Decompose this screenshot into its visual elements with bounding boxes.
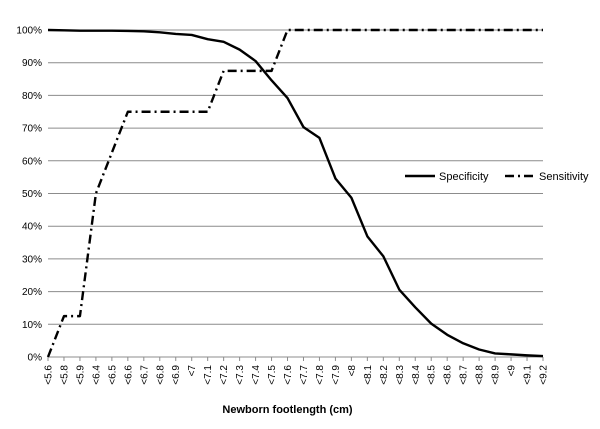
x-tick-label: <6.6 xyxy=(123,365,134,385)
x-tick-label: <8.8 xyxy=(475,365,486,385)
series-line-sensitivity xyxy=(46,28,543,358)
y-tick-label: 30% xyxy=(22,254,42,265)
x-tick-label: <8.6 xyxy=(443,365,454,385)
x-tick-label: <7.1 xyxy=(203,365,214,385)
x-tick-label: <6.5 xyxy=(107,365,118,385)
y-tick-label: 80% xyxy=(22,91,42,102)
x-tick-label: <8.5 xyxy=(427,365,438,385)
legend-entry: Specificity xyxy=(439,171,489,183)
x-tick-label: <9 xyxy=(507,365,518,377)
y-tick-label: 50% xyxy=(22,189,42,200)
x-tick-label: <9.1 xyxy=(523,365,534,385)
x-tick-label: <7.4 xyxy=(251,365,262,385)
x-tick-label: <8.7 xyxy=(459,365,470,385)
y-tick-label: 100% xyxy=(16,26,42,37)
x-tick-label: <6.7 xyxy=(139,365,150,385)
x-tick-label: <7.5 xyxy=(267,365,278,385)
x-tick-label: <6.9 xyxy=(171,365,182,385)
x-tick-label: <9.2 xyxy=(539,365,550,385)
x-tick-label: <7.7 xyxy=(299,365,310,385)
x-tick-label: <7.3 xyxy=(235,365,246,385)
y-tick-label: 10% xyxy=(22,320,42,331)
x-tick-label: <8.9 xyxy=(491,365,502,385)
x-axis-title: Newborn footlength (cm) xyxy=(222,404,352,416)
y-tick-label: 60% xyxy=(22,156,42,167)
x-tick-label: <5.6 xyxy=(44,365,55,385)
x-tick-label: <8 xyxy=(347,365,358,377)
x-tick-label: <6.4 xyxy=(91,365,102,385)
series xyxy=(46,28,544,358)
y-tick-label: 40% xyxy=(22,222,42,233)
y-axis-ticks: 0% 10% 20% 30% 40% 50% 60% 70% 80% 90% 100% xyxy=(16,26,42,364)
gridlines xyxy=(48,29,543,358)
x-tick-label: <7.2 xyxy=(219,365,230,385)
x-tick-label: <5.9 xyxy=(75,365,86,385)
x-tick-label: <7.8 xyxy=(315,365,326,385)
x-tick-label: <7 xyxy=(187,365,198,377)
x-tick-label: <8.3 xyxy=(395,365,406,385)
y-tick-label: 0% xyxy=(28,353,43,364)
x-tick-label: <6.8 xyxy=(155,365,166,385)
legend: Specificity Sensitivity xyxy=(405,171,589,183)
x-tick-label: <8.1 xyxy=(363,365,374,385)
x-tick-label: <7.9 xyxy=(331,365,342,385)
series-line-specificity xyxy=(47,28,544,358)
y-tick-label: 70% xyxy=(22,124,42,135)
x-tick-label: <5.8 xyxy=(59,365,70,385)
x-tick-label: <8.2 xyxy=(379,365,390,385)
y-tick-label: 90% xyxy=(22,58,42,69)
x-axis-ticks: <5.6 <5.8 <5.9 <6.4 <6.5 <6.6 <6.7 <6.8 <6.9 <7 <7… xyxy=(44,357,550,385)
x-tick-label: <8.4 xyxy=(411,365,422,385)
x-tick-label: <7.6 xyxy=(283,365,294,385)
y-tick-label: 20% xyxy=(22,287,42,298)
legend-entry: Sensitivity xyxy=(539,171,589,183)
